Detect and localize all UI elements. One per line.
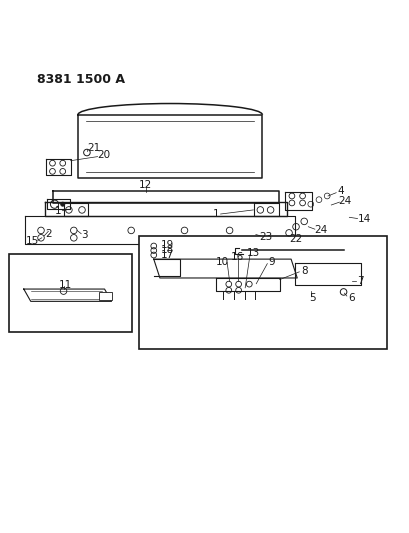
- Text: 11: 11: [59, 279, 72, 289]
- Text: 4: 4: [337, 185, 344, 196]
- Text: 16: 16: [231, 253, 244, 262]
- Text: 19: 19: [160, 240, 173, 250]
- Text: 1: 1: [55, 206, 61, 216]
- Text: 18: 18: [160, 245, 173, 255]
- Bar: [139, 236, 387, 349]
- Text: 9: 9: [267, 257, 274, 268]
- Text: 1: 1: [213, 209, 219, 219]
- Text: 23: 23: [258, 232, 272, 242]
- Text: 24: 24: [338, 196, 351, 206]
- Text: 7: 7: [357, 276, 363, 286]
- Text: 14: 14: [357, 214, 370, 224]
- Text: 2: 2: [45, 229, 52, 239]
- Bar: [9, 254, 132, 332]
- Text: 21: 21: [87, 143, 100, 152]
- Bar: [99, 292, 111, 300]
- Text: 15: 15: [26, 236, 39, 246]
- Text: 8381 1500 A: 8381 1500 A: [37, 74, 125, 86]
- Circle shape: [61, 202, 65, 206]
- Text: 6: 6: [348, 294, 354, 303]
- Text: 13: 13: [246, 248, 259, 258]
- Text: 8: 8: [300, 265, 307, 276]
- Text: 17: 17: [160, 250, 173, 260]
- Text: 3: 3: [81, 230, 87, 240]
- Text: 12: 12: [139, 180, 152, 190]
- Text: 10: 10: [215, 256, 228, 266]
- Text: 24: 24: [313, 225, 326, 236]
- Text: 20: 20: [97, 150, 110, 160]
- Text: 22: 22: [289, 233, 302, 244]
- Text: 5: 5: [308, 294, 315, 303]
